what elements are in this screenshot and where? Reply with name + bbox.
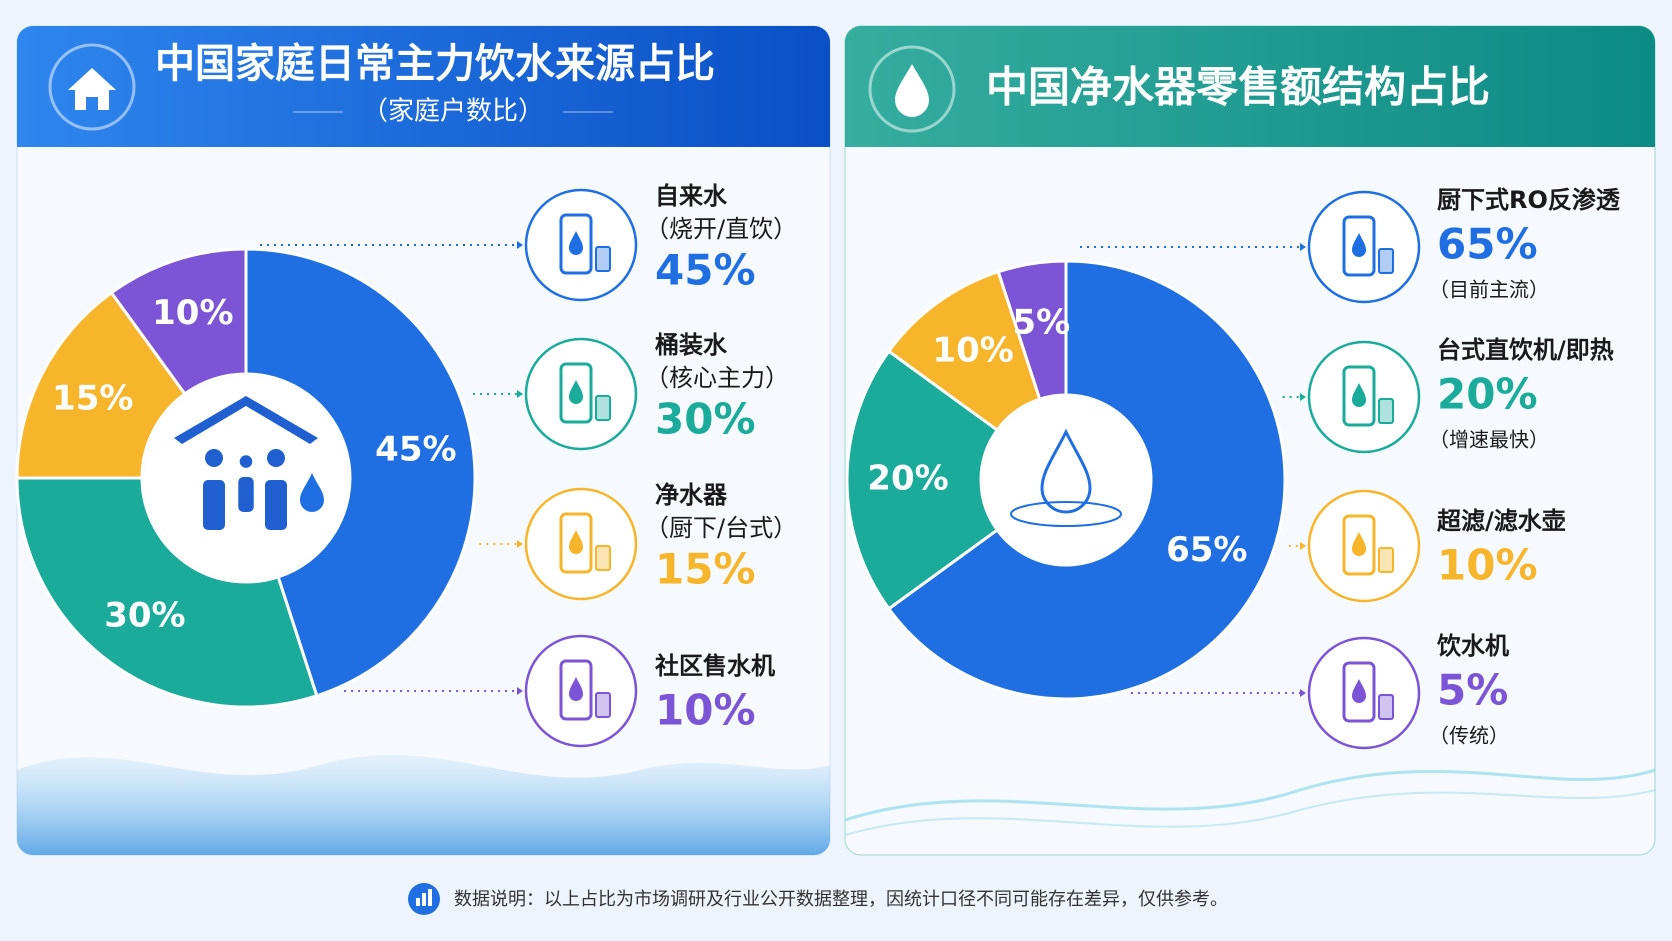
glass-icon bbox=[1378, 398, 1394, 424]
glass-icon bbox=[595, 545, 611, 571]
family-icon bbox=[239, 455, 253, 468]
appliance-icon bbox=[1342, 215, 1376, 277]
appliance-icon bbox=[559, 659, 593, 721]
footnote-icon-bar bbox=[428, 889, 432, 906]
category-label: 社区售水机 bbox=[655, 652, 775, 680]
donut-segment bbox=[15, 290, 187, 480]
appliance-icon bbox=[559, 213, 593, 275]
category-label: 饮水机 bbox=[1436, 632, 1509, 660]
segment-label: 5% bbox=[1012, 302, 1070, 342]
glass-icon bbox=[1378, 694, 1394, 720]
house-icon bbox=[68, 68, 116, 110]
connector-arrow bbox=[1300, 542, 1306, 550]
donut-segment bbox=[15, 476, 319, 709]
chart-title: 中国净水器零售额结构占比 bbox=[986, 63, 1490, 112]
panel-header bbox=[845, 26, 1655, 147]
connector-arrow bbox=[1300, 689, 1306, 697]
appliance-icon bbox=[1342, 365, 1376, 427]
family-icon bbox=[205, 449, 223, 467]
segment-label: 65% bbox=[1166, 530, 1247, 570]
connector-arrow bbox=[517, 687, 523, 695]
category-note: （厨下/台式） bbox=[645, 514, 797, 542]
connector-arrow bbox=[517, 390, 523, 398]
donut-segment bbox=[996, 259, 1068, 402]
category-note: （增速最快） bbox=[1429, 428, 1549, 452]
family-icon bbox=[300, 473, 324, 512]
drop-icon bbox=[1040, 428, 1092, 514]
donut-segment bbox=[886, 269, 1042, 433]
value-label: 15% bbox=[655, 545, 756, 594]
glass-icon bbox=[595, 246, 611, 272]
appliance-icon bbox=[1342, 514, 1376, 576]
footnote-icon-bar bbox=[422, 893, 426, 906]
category-note: （传统） bbox=[1429, 724, 1509, 748]
appliance-icon bbox=[1342, 661, 1376, 723]
connector-arrow bbox=[517, 241, 523, 249]
segment-label: 20% bbox=[867, 459, 948, 499]
category-label: 净水器 bbox=[655, 481, 728, 509]
donut-segment bbox=[886, 259, 1287, 701]
category-note: （烧开/直饮） bbox=[645, 215, 797, 243]
donut-segment bbox=[109, 247, 248, 396]
family-icon bbox=[174, 396, 318, 444]
glass-icon bbox=[595, 395, 611, 421]
value-label: 30% bbox=[655, 395, 756, 444]
segment-label: 10% bbox=[932, 331, 1013, 371]
family-icon bbox=[203, 480, 225, 530]
value-label: 45% bbox=[655, 246, 756, 295]
wave-line bbox=[844, 768, 1656, 822]
drop-icon bbox=[1352, 233, 1366, 257]
drop-icon bbox=[569, 231, 583, 255]
category-label: 台式直饮机/即热 bbox=[1437, 336, 1614, 364]
chart-title: 中国家庭日常主力饮水来源占比 bbox=[155, 41, 715, 87]
donut-segment bbox=[845, 349, 1000, 611]
drop-icon bbox=[895, 64, 929, 117]
glass-icon bbox=[1378, 547, 1394, 573]
donut-segment bbox=[244, 247, 477, 698]
drop-icon bbox=[569, 380, 583, 404]
panel-header bbox=[17, 26, 830, 147]
category-label: 厨下式RO反渗透 bbox=[1437, 186, 1621, 214]
header-icon-ring bbox=[48, 43, 136, 131]
category-note: （核心主力） bbox=[645, 364, 789, 392]
category-label: 超滤/滤水壶 bbox=[1437, 507, 1566, 535]
wave-line bbox=[844, 789, 1656, 836]
drop-icon bbox=[569, 530, 583, 554]
value-label: 5% bbox=[1437, 666, 1508, 715]
segment-label: 15% bbox=[52, 378, 133, 418]
header-icon-ring bbox=[868, 45, 956, 133]
category-note: （目前主流） bbox=[1429, 278, 1549, 302]
family-icon bbox=[265, 480, 287, 530]
segment-label: 10% bbox=[152, 293, 233, 333]
glass-icon bbox=[595, 692, 611, 718]
category-label: 桶装水 bbox=[655, 331, 728, 359]
appliance-icon bbox=[559, 362, 593, 424]
connector-arrow bbox=[1300, 243, 1306, 251]
value-label: 10% bbox=[655, 686, 756, 735]
segment-label: 30% bbox=[104, 596, 185, 636]
family-icon bbox=[267, 449, 285, 467]
drop-icon bbox=[1352, 679, 1366, 703]
connector-arrow bbox=[517, 540, 523, 548]
connector-arrow bbox=[1300, 393, 1306, 401]
chart-subtitle: （家庭户数比） bbox=[362, 97, 544, 127]
drop-icon bbox=[1352, 532, 1366, 556]
footnote: 数据说明：以上占比为市场调研及行业公开数据整理，因统计口径不同可能存在差异，仅供… bbox=[454, 889, 1228, 910]
ripple bbox=[1010, 501, 1122, 527]
water-wave bbox=[17, 754, 830, 855]
drop-icon bbox=[1352, 383, 1366, 407]
family-icon bbox=[238, 477, 254, 512]
value-label: 20% bbox=[1437, 370, 1538, 419]
segment-label: 45% bbox=[375, 430, 456, 470]
category-label: 自来水 bbox=[655, 182, 728, 210]
value-label: 10% bbox=[1437, 541, 1538, 590]
donut-hole bbox=[983, 397, 1149, 563]
value-label: 65% bbox=[1437, 220, 1538, 269]
glass-icon bbox=[1378, 248, 1394, 274]
footnote-icon-bar bbox=[416, 898, 420, 906]
drop-icon bbox=[569, 677, 583, 701]
appliance-icon bbox=[559, 512, 593, 574]
